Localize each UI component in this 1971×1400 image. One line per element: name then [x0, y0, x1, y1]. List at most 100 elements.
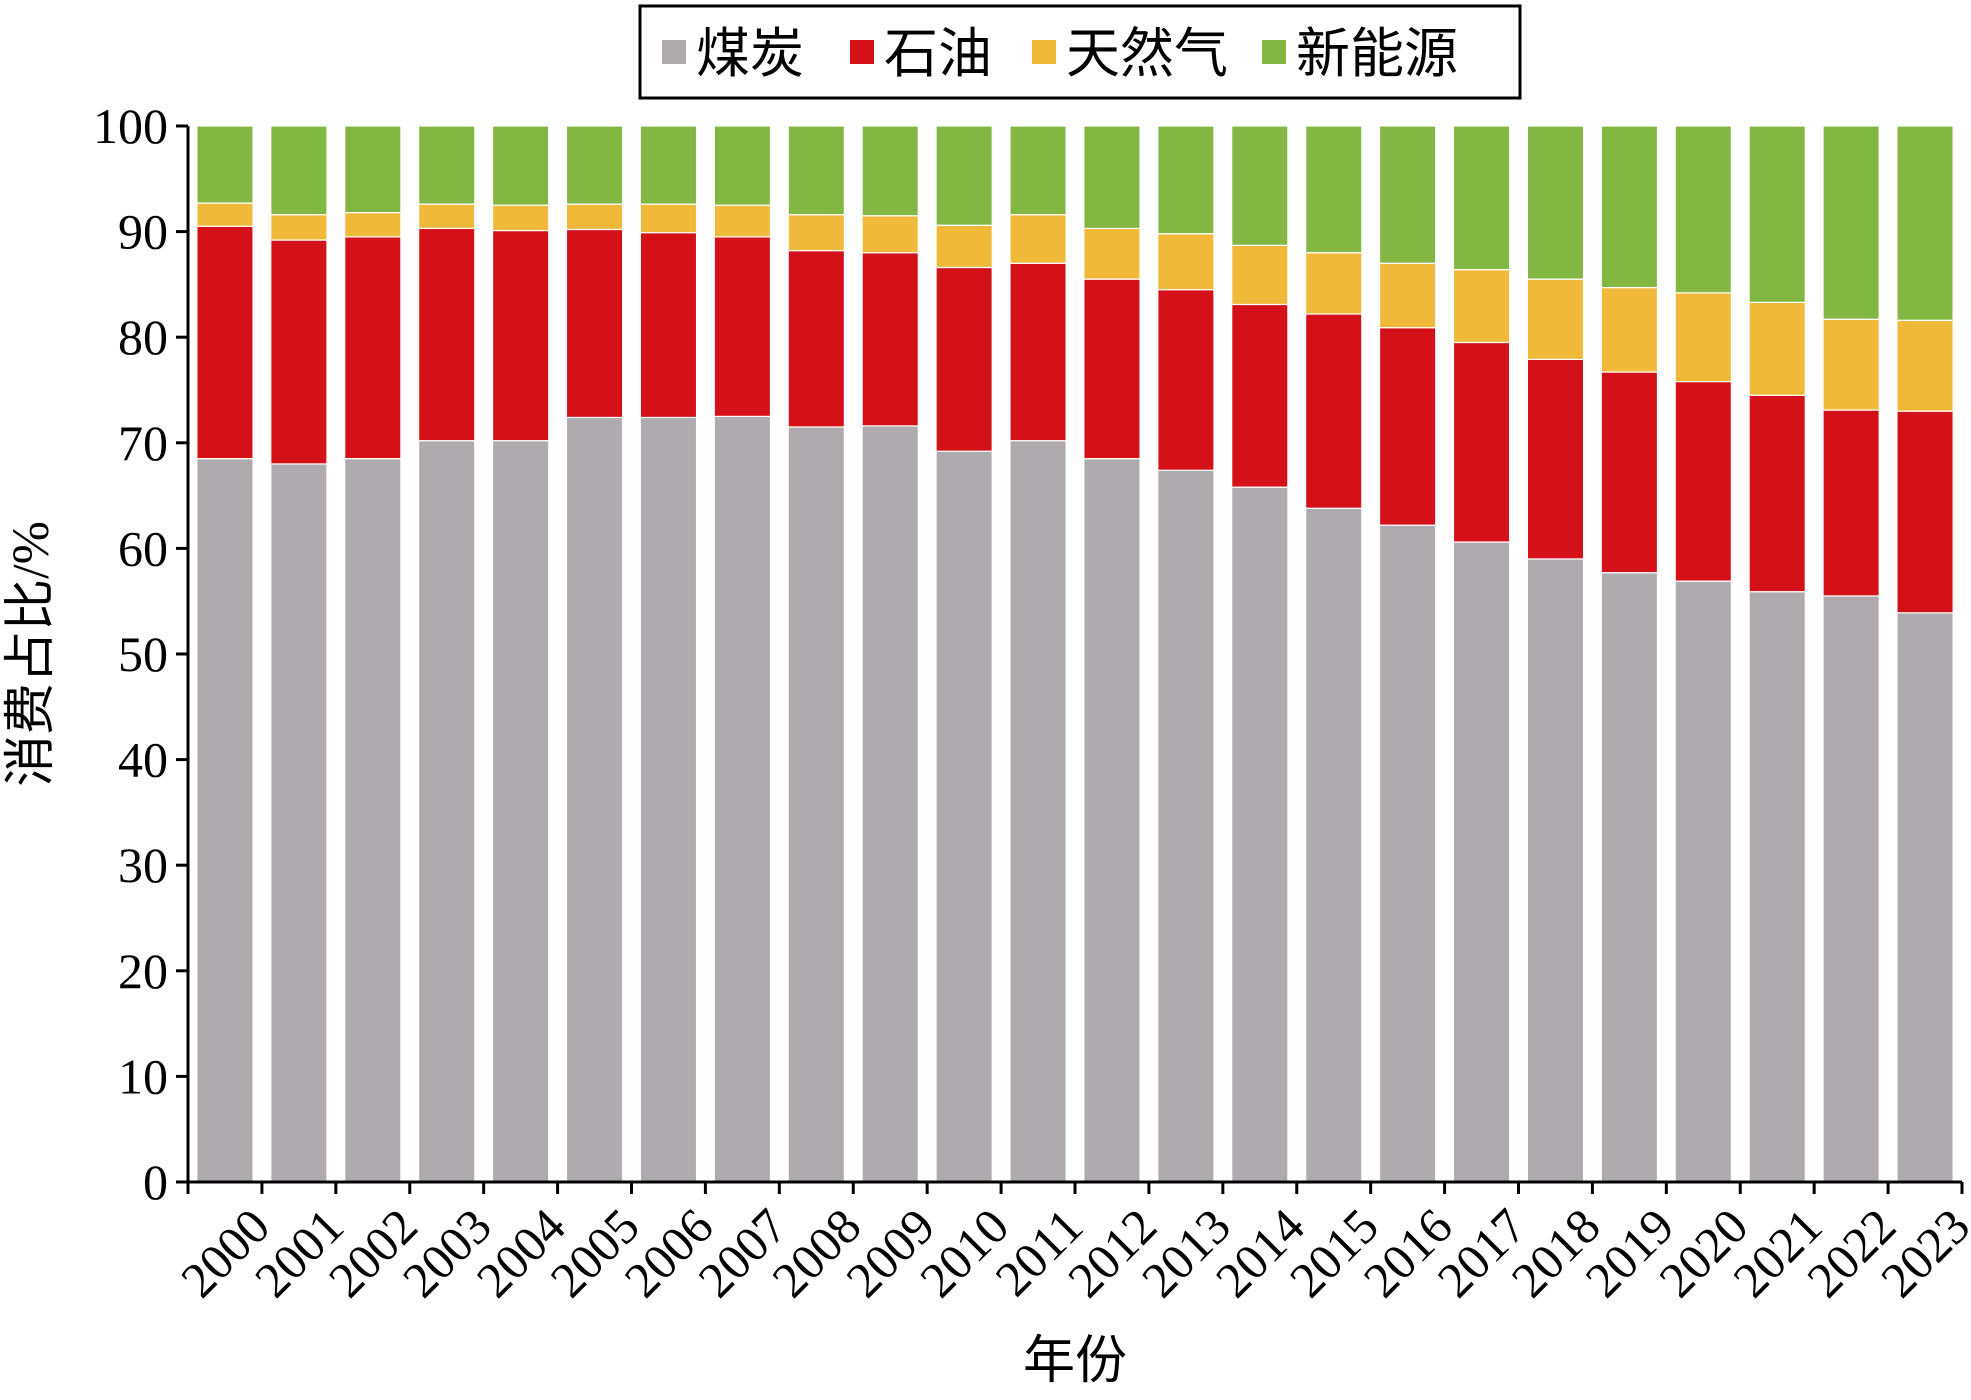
- bar-segment-2021-3: [1748, 125, 1806, 303]
- bar-segment-2008-0: [787, 426, 845, 1183]
- legend-label-3: 新能源: [1296, 24, 1458, 84]
- bar-segment-2009-0: [861, 425, 919, 1183]
- bar-segment-2019-0: [1600, 572, 1659, 1183]
- bar-segment-2017-0: [1452, 541, 1511, 1183]
- bar-segment-2006-1: [639, 232, 698, 419]
- bar-segment-2004-0: [491, 440, 550, 1183]
- bar-segment-2004-2: [491, 204, 550, 232]
- bar-segment-2006-3: [639, 125, 698, 205]
- bar-segment-2019-3: [1600, 125, 1659, 289]
- bar-segment-2004-1: [491, 229, 550, 442]
- bar-segment-2009-3: [861, 125, 919, 217]
- bar-segment-2014-3: [1231, 125, 1289, 246]
- bar-segment-2015-1: [1305, 313, 1363, 509]
- bar-segment-2011-0: [1009, 440, 1067, 1183]
- bar-segment-2021-2: [1748, 301, 1806, 396]
- bar-segment-2022-0: [1822, 595, 1880, 1183]
- bar-segment-2001-2: [270, 214, 328, 241]
- bar-segment-2002-1: [344, 236, 402, 460]
- bar-segment-2021-1: [1748, 394, 1806, 593]
- bar-segment-2000-3: [196, 125, 254, 204]
- bar-segment-2023-3: [1896, 125, 1954, 321]
- bar-segment-2016-1: [1378, 327, 1437, 526]
- legend-box: [638, 4, 1522, 100]
- bar-segment-2022-2: [1822, 318, 1880, 411]
- bar-segment-2013-2: [1157, 233, 1215, 291]
- bar-segment-2011-1: [1009, 262, 1067, 442]
- bar-segment-2012-2: [1083, 227, 1141, 280]
- bar-segment-2013-0: [1157, 469, 1215, 1183]
- bar-segment-2019-2: [1600, 286, 1659, 373]
- y-tick-label-40: 40: [118, 732, 168, 788]
- bar-segment-2012-0: [1083, 458, 1141, 1183]
- bar-segment-2000-2: [196, 202, 254, 227]
- x-axis-title: 年份: [1023, 1333, 1127, 1390]
- legend-label-0: 煤炭: [696, 24, 804, 84]
- bar-segment-2018-3: [1526, 125, 1585, 280]
- bar-segment-2018-2: [1526, 278, 1585, 360]
- bar-segment-2010-2: [935, 224, 993, 269]
- bar-segment-2022-3: [1822, 125, 1880, 320]
- bar-segment-2013-3: [1157, 125, 1215, 235]
- bar-segment-2009-2: [861, 215, 919, 254]
- bar-segment-2007-2: [713, 204, 772, 238]
- legend-swatch-2: [1032, 40, 1056, 64]
- bar-segment-2014-0: [1231, 486, 1289, 1183]
- bar-segment-2017-3: [1452, 125, 1511, 271]
- y-tick-label-60: 60: [118, 520, 168, 576]
- bar-segment-2007-0: [713, 415, 772, 1183]
- bar-segment-2010-1: [935, 266, 993, 452]
- bar-segment-2002-0: [344, 458, 402, 1183]
- bar-segment-2003-3: [418, 125, 476, 205]
- legend-swatch-1: [850, 40, 874, 64]
- legend-swatch-0: [662, 40, 686, 64]
- bar-segment-2023-2: [1896, 319, 1954, 412]
- bar-segment-2003-2: [418, 203, 476, 230]
- bar-segment-2004-3: [491, 125, 550, 206]
- bar-segment-2001-3: [270, 125, 328, 216]
- bar-segment-2005-1: [565, 228, 624, 419]
- bar-segment-2017-1: [1452, 341, 1511, 543]
- bar-segment-2018-1: [1526, 358, 1585, 560]
- legend-swatch-3: [1262, 40, 1286, 64]
- legend: 煤炭 石油 天然气 新能源: [638, 4, 1522, 100]
- bar-segment-2003-1: [418, 227, 476, 442]
- bar-segment-2014-1: [1231, 303, 1289, 488]
- bar-segment-2003-0: [418, 440, 476, 1183]
- bar-segment-2008-3: [787, 125, 845, 216]
- bar-segment-2001-0: [270, 463, 328, 1183]
- bar-segment-2020-2: [1674, 292, 1732, 383]
- y-tick-label-90: 90: [118, 204, 168, 260]
- bar-segment-2001-1: [270, 239, 328, 465]
- bar-segment-2015-0: [1305, 507, 1363, 1183]
- bar-segment-2006-0: [639, 416, 698, 1183]
- bar-segment-2020-3: [1674, 125, 1732, 294]
- bar-segment-2023-0: [1896, 612, 1954, 1183]
- bar-segment-2000-0: [196, 458, 254, 1183]
- legend-label-2: 天然气: [1066, 24, 1228, 84]
- bar-segment-2015-3: [1305, 125, 1363, 254]
- bar-segment-2023-1: [1896, 410, 1954, 614]
- bar-segment-2005-3: [565, 125, 624, 205]
- legend-label-1: 石油: [884, 24, 992, 84]
- y-tick-label-70: 70: [118, 415, 168, 471]
- bar-segment-2007-1: [713, 236, 772, 418]
- y-axis-title: 消费占比/%: [3, 521, 60, 787]
- bar-segment-2019-1: [1600, 371, 1659, 574]
- bar-segment-2010-3: [935, 125, 993, 226]
- y-tick-label-30: 30: [118, 837, 168, 893]
- bar-segment-2013-1: [1157, 289, 1215, 471]
- y-tick-label-0: 0: [143, 1154, 168, 1210]
- y-tick-label-80: 80: [118, 309, 168, 365]
- bar-segment-2020-1: [1674, 380, 1732, 582]
- y-tick-label-100: 100: [93, 98, 168, 154]
- bar-segment-2016-0: [1378, 524, 1437, 1183]
- bar-segment-2022-1: [1822, 409, 1880, 597]
- bar-segment-2002-3: [344, 125, 402, 214]
- bar-segment-2005-2: [565, 203, 624, 231]
- bar-segment-2018-0: [1526, 558, 1585, 1183]
- bar-segment-2007-3: [713, 125, 772, 206]
- bar-segment-2000-1: [196, 225, 254, 460]
